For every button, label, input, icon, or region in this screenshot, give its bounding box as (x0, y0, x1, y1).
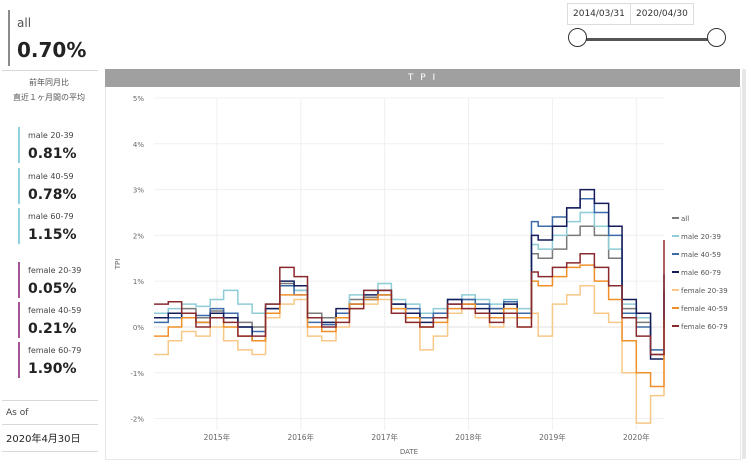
kpi-value: 1.15% (28, 227, 77, 243)
as-of-label: As of (6, 408, 29, 418)
kpi-label: male 60-79 (28, 212, 74, 221)
kpi-label: female 40-59 (28, 306, 82, 315)
divider (2, 400, 98, 401)
kpi-all-label: all (17, 16, 32, 30)
start-date-input[interactable]: 2014/03/31 (567, 3, 631, 25)
divider (2, 424, 98, 425)
note-recent-month: 直近１ヶ月間の平均 (13, 93, 85, 102)
kpi-all-value: 0.70% (17, 38, 87, 62)
scroll-edge (742, 69, 746, 459)
kpi-value: 0.21% (28, 321, 77, 337)
kpi-all: all 0.70% (8, 10, 109, 66)
kpi-label: male 20-39 (28, 131, 74, 140)
date-range-start-handle[interactable] (568, 28, 587, 47)
kpi-label: male 40-59 (28, 172, 74, 181)
kpi-male-40-59: male 40-59 0.78% (18, 168, 110, 204)
as-of-date: 2020年4月30日 (6, 434, 81, 445)
date-range-end-handle[interactable] (707, 28, 726, 47)
divider (2, 70, 98, 71)
kpi-value: 0.81% (28, 146, 77, 162)
kpi-male-20-39: male 20-39 0.81% (18, 127, 110, 163)
kpi-male-60-79: male 60-79 1.15% (18, 208, 110, 244)
divider (2, 451, 98, 452)
kpi-female-60-79: female 60-79 1.90% (18, 342, 110, 378)
kpi-female-20-39: female 20-39 0.05% (18, 262, 110, 298)
kpi-label: female 20-39 (28, 266, 82, 275)
kpi-value: 1.90% (28, 361, 77, 377)
kpi-female-40-59: female 40-59 0.21% (18, 302, 110, 338)
note-yoy: 前年同月比 (29, 78, 69, 87)
kpi-value: 0.78% (28, 187, 77, 203)
chart-title-bar: T P I (105, 69, 740, 87)
kpi-value: 0.05% (28, 281, 77, 297)
date-range-slider-track[interactable] (578, 38, 716, 41)
chart-frame (105, 87, 741, 460)
end-date-input[interactable]: 2020/04/30 (630, 3, 694, 25)
kpi-label: female 60-79 (28, 346, 82, 355)
